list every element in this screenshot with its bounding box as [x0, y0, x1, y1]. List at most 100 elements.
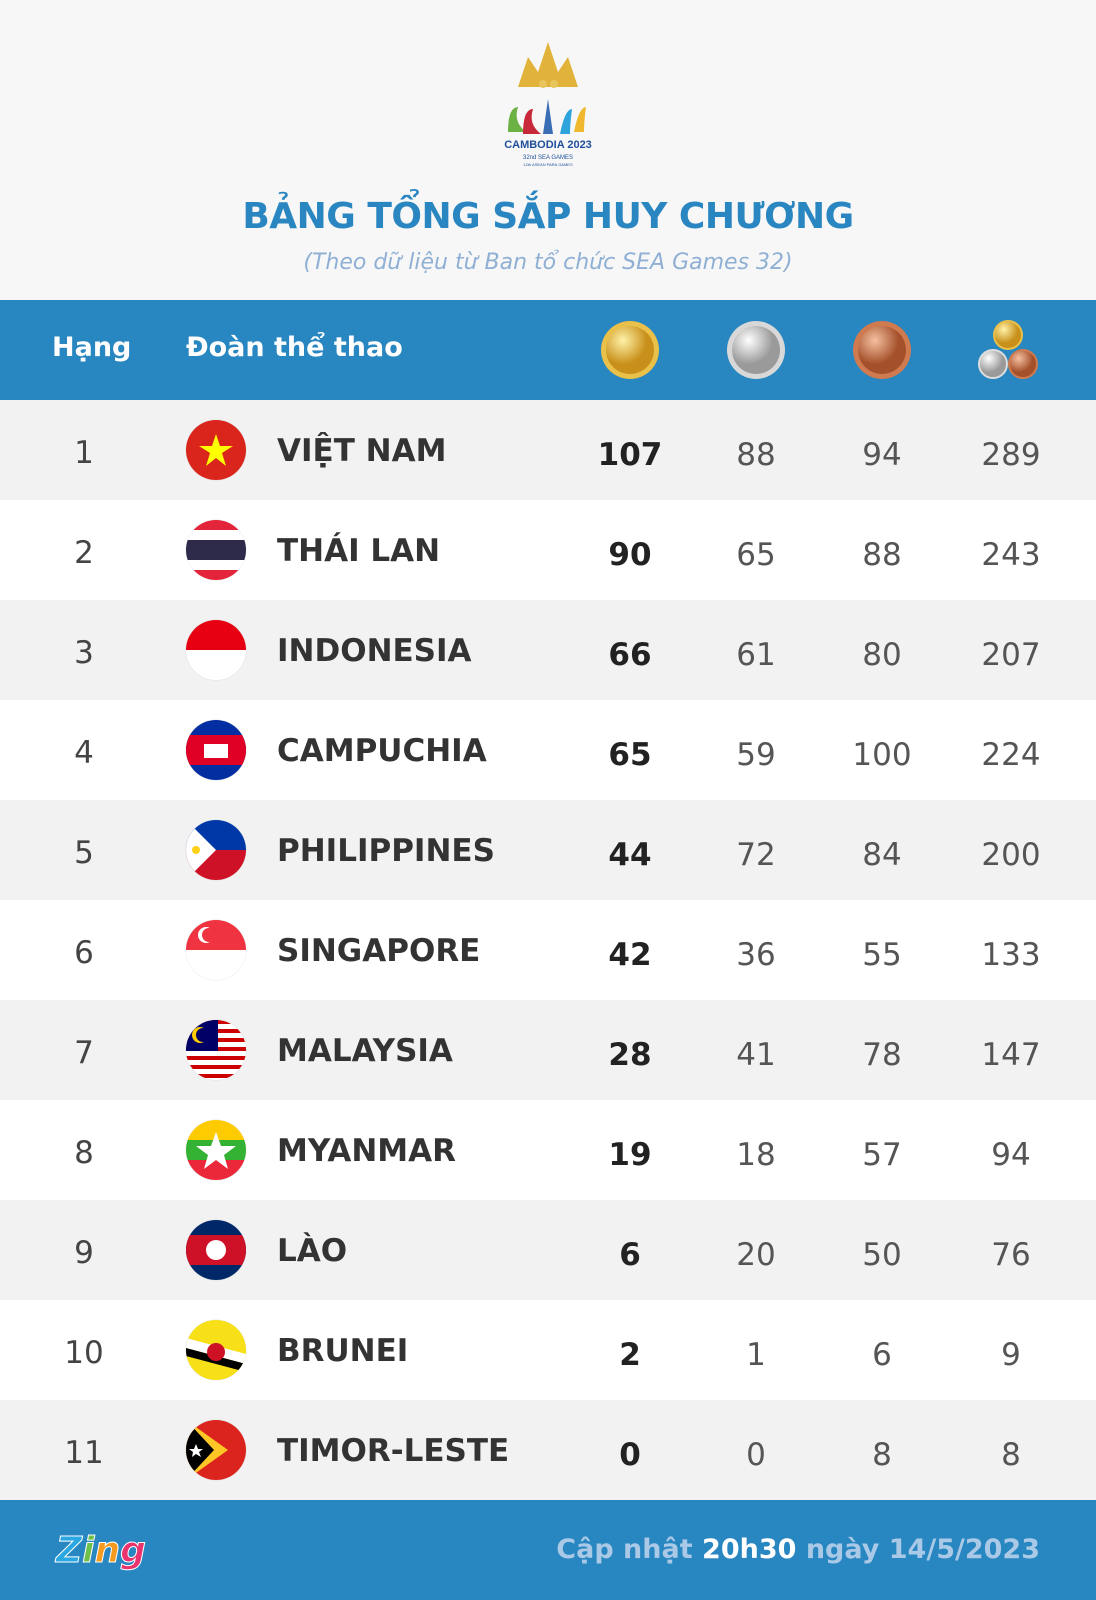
country-name: MALAYSIA — [277, 1033, 453, 1069]
flag-icon — [186, 420, 246, 480]
header-team: Đoàn thể thao — [186, 332, 403, 363]
table-row: 11 TIMOR-LESTE 0 0 8 8 — [0, 1400, 1096, 1500]
bronze-count: 6 — [872, 1337, 892, 1373]
rank: 3 — [74, 635, 94, 671]
total-count: 94 — [991, 1137, 1031, 1173]
update-timestamp: Cập nhật 20h30 ngày 14/5/2023 — [556, 1534, 1040, 1565]
flag-icon — [186, 1020, 246, 1080]
total-count: 207 — [981, 637, 1041, 673]
zing-logo: Zing — [55, 1530, 146, 1572]
page-title: BẢNG TỔNG SẮP HUY CHƯƠNG — [242, 196, 854, 237]
svg-text:12th ASEAN PARA GAMES: 12th ASEAN PARA GAMES — [523, 162, 573, 167]
bronze-count: 8 — [872, 1437, 892, 1473]
country-name: PHILIPPINES — [277, 833, 495, 869]
header-rank: Hạng — [52, 332, 132, 363]
rank: 11 — [64, 1435, 104, 1471]
flag-icon — [186, 1420, 246, 1480]
silver-count: 88 — [736, 437, 776, 473]
country-name: BRUNEI — [277, 1333, 409, 1369]
rank: 9 — [74, 1235, 94, 1271]
country-name: INDONESIA — [277, 633, 472, 669]
total-medals-icon — [978, 320, 1038, 379]
table-row: 9 LÀO 6 20 50 76 — [0, 1200, 1096, 1300]
table-row: 7 MALAYSIA 28 41 78 147 — [0, 1000, 1096, 1100]
total-count: 224 — [981, 737, 1041, 773]
silver-count: 0 — [746, 1437, 766, 1473]
bronze-count: 50 — [862, 1237, 902, 1273]
bronze-count: 57 — [862, 1137, 902, 1173]
rank: 7 — [74, 1035, 94, 1071]
rank: 1 — [74, 435, 94, 471]
table-row: 3 INDONESIA 66 61 80 207 — [0, 600, 1096, 700]
bronze-count: 55 — [862, 937, 902, 973]
silver-count: 20 — [736, 1237, 776, 1273]
flag-icon — [186, 520, 246, 580]
bronze-count: 94 — [862, 437, 902, 473]
flag-icon — [186, 920, 246, 980]
svg-text:CAMBODIA 2023: CAMBODIA 2023 — [504, 139, 592, 151]
table-row: 8 MYANMAR 19 18 57 94 — [0, 1100, 1096, 1200]
gold-count: 42 — [608, 937, 652, 973]
flag-icon — [186, 820, 246, 880]
table-row: 2 THÁI LAN 90 65 88 243 — [0, 500, 1096, 600]
gold-count: 65 — [608, 737, 652, 773]
silver-count: 18 — [736, 1137, 776, 1173]
gold-count: 0 — [619, 1437, 641, 1473]
silver-count: 65 — [736, 537, 776, 573]
rank: 10 — [64, 1335, 104, 1371]
gold-count: 2 — [619, 1337, 641, 1373]
gold-count: 19 — [608, 1137, 652, 1173]
flag-icon — [186, 1220, 246, 1280]
gold-medal-icon — [601, 321, 659, 379]
rank: 5 — [74, 835, 94, 871]
silver-count: 59 — [736, 737, 776, 773]
silver-medal-icon — [727, 321, 785, 379]
rank: 2 — [74, 535, 94, 571]
gold-count: 66 — [608, 637, 652, 673]
flag-icon — [186, 620, 246, 680]
table-row: 6 SINGAPORE 42 36 55 133 — [0, 900, 1096, 1000]
total-count: 200 — [981, 837, 1041, 873]
total-count: 76 — [991, 1237, 1031, 1273]
country-name: MYANMAR — [277, 1133, 456, 1169]
total-count: 8 — [1001, 1437, 1021, 1473]
svg-text:32nd SEA GAMES: 32nd SEA GAMES — [523, 155, 573, 161]
table-row: 1 VIỆT NAM 107 88 94 289 — [0, 400, 1096, 500]
footer: Zing Cập nhật 20h30 ngày 14/5/2023 — [0, 1500, 1096, 1600]
rank: 4 — [74, 735, 94, 771]
flag-icon — [186, 720, 246, 780]
country-name: CAMPUCHIA — [277, 733, 487, 769]
silver-count: 36 — [736, 937, 776, 973]
bronze-count: 80 — [862, 637, 902, 673]
gold-count: 28 — [608, 1037, 652, 1073]
total-count: 147 — [981, 1037, 1041, 1073]
gold-count: 90 — [608, 537, 652, 573]
page-subtitle: (Theo dữ liệu từ Ban tổ chức SEA Games 3… — [303, 250, 793, 275]
bronze-count: 100 — [852, 737, 912, 773]
gold-count: 6 — [619, 1237, 641, 1273]
gold-count: 107 — [597, 437, 663, 473]
sea-games-logo: CAMBODIA 2023 32nd SEA GAMES 12th ASEAN … — [504, 42, 592, 167]
silver-count: 61 — [736, 637, 776, 673]
table-header: Hạng Đoàn thể thao — [0, 300, 1096, 400]
country-name: VIỆT NAM — [277, 433, 447, 469]
country-name: TIMOR-LESTE — [277, 1433, 510, 1469]
country-name: LÀO — [277, 1233, 348, 1269]
flag-icon — [186, 1120, 246, 1180]
rank: 6 — [74, 935, 94, 971]
bronze-medal-icon — [853, 321, 911, 379]
total-count: 133 — [981, 937, 1041, 973]
bronze-count: 88 — [862, 537, 902, 573]
table-row: 5 PHILIPPINES 44 72 84 200 — [0, 800, 1096, 900]
silver-count: 1 — [746, 1337, 766, 1373]
table-row: 10 BRUNEI 2 1 6 9 — [0, 1300, 1096, 1400]
silver-count: 41 — [736, 1037, 776, 1073]
total-count: 289 — [981, 437, 1041, 473]
silver-count: 72 — [736, 837, 776, 873]
table-row: 4 CAMPUCHIA 65 59 100 224 — [0, 700, 1096, 800]
total-count: 9 — [1001, 1337, 1021, 1373]
total-count: 243 — [981, 537, 1041, 573]
rank: 8 — [74, 1135, 94, 1171]
country-name: SINGAPORE — [277, 933, 481, 969]
flag-icon — [186, 1320, 246, 1380]
